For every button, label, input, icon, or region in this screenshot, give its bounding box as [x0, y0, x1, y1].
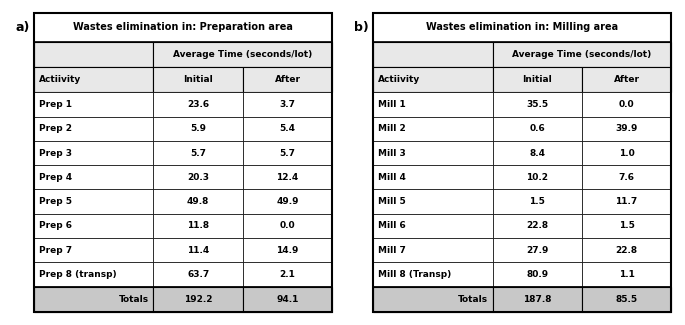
Text: 49.8: 49.8: [187, 197, 210, 206]
Text: Prep 2: Prep 2: [39, 124, 72, 133]
Text: 27.9: 27.9: [526, 246, 549, 255]
Text: Initial: Initial: [184, 75, 213, 84]
Text: Mill 2: Mill 2: [378, 124, 406, 133]
Text: 8.4: 8.4: [530, 149, 545, 158]
Text: 80.9: 80.9: [526, 270, 548, 279]
Text: 2.1: 2.1: [279, 270, 295, 279]
Text: 192.2: 192.2: [184, 295, 212, 304]
Text: Prep 4: Prep 4: [39, 173, 72, 182]
Text: Average Time (seconds/lot): Average Time (seconds/lot): [173, 50, 312, 59]
Text: Totals: Totals: [458, 295, 488, 304]
Text: 3.7: 3.7: [279, 100, 295, 109]
Text: 94.1: 94.1: [276, 295, 299, 304]
Text: 5.7: 5.7: [190, 149, 206, 158]
Text: 11.4: 11.4: [187, 246, 209, 255]
Text: b): b): [354, 21, 369, 34]
Text: 5.9: 5.9: [190, 124, 206, 133]
Text: 23.6: 23.6: [187, 100, 209, 109]
Text: Mill 3: Mill 3: [378, 149, 406, 158]
Text: 7.6: 7.6: [619, 173, 634, 182]
Text: After: After: [614, 75, 640, 84]
Text: 0.6: 0.6: [530, 124, 545, 133]
Text: Prep 3: Prep 3: [39, 149, 72, 158]
Text: Average Time (seconds/lot): Average Time (seconds/lot): [512, 50, 651, 59]
Text: Wastes elimination in: Preparation area: Wastes elimination in: Preparation area: [73, 22, 293, 32]
Text: 49.9: 49.9: [276, 197, 299, 206]
Text: Initial: Initial: [523, 75, 552, 84]
Text: 1.0: 1.0: [619, 149, 634, 158]
Text: 11.8: 11.8: [187, 221, 209, 230]
Text: 63.7: 63.7: [187, 270, 209, 279]
Text: 0.0: 0.0: [619, 100, 634, 109]
Text: Mill 6: Mill 6: [378, 221, 406, 230]
Text: 35.5: 35.5: [526, 100, 548, 109]
Text: Prep 8 (transp): Prep 8 (transp): [39, 270, 116, 279]
Text: Mill 8 (Transp): Mill 8 (Transp): [378, 270, 451, 279]
Text: After: After: [275, 75, 301, 84]
Text: a): a): [15, 21, 29, 34]
Text: Prep 7: Prep 7: [39, 246, 72, 255]
Text: 0.0: 0.0: [279, 221, 295, 230]
Text: 11.7: 11.7: [616, 197, 638, 206]
Text: Mill 7: Mill 7: [378, 246, 406, 255]
Text: Prep 1: Prep 1: [39, 100, 72, 109]
Text: 22.8: 22.8: [526, 221, 548, 230]
Text: Totals: Totals: [119, 295, 149, 304]
Text: 85.5: 85.5: [616, 295, 638, 304]
Text: 10.2: 10.2: [526, 173, 548, 182]
Text: Actiivity: Actiivity: [39, 75, 82, 84]
Text: 20.3: 20.3: [187, 173, 209, 182]
Text: 1.1: 1.1: [619, 270, 634, 279]
Text: 5.7: 5.7: [279, 149, 295, 158]
Text: 14.9: 14.9: [276, 246, 299, 255]
Text: Mill 4: Mill 4: [378, 173, 406, 182]
Text: 5.4: 5.4: [279, 124, 295, 133]
Text: 22.8: 22.8: [616, 246, 638, 255]
Text: Prep 6: Prep 6: [39, 221, 72, 230]
Text: Mill 1: Mill 1: [378, 100, 406, 109]
Text: 1.5: 1.5: [530, 197, 545, 206]
Text: Prep 5: Prep 5: [39, 197, 72, 206]
Text: 39.9: 39.9: [615, 124, 638, 133]
Text: Actiivity: Actiivity: [378, 75, 421, 84]
Text: Wastes elimination in: Milling area: Wastes elimination in: Milling area: [426, 22, 619, 32]
Text: 12.4: 12.4: [277, 173, 299, 182]
Text: Mill 5: Mill 5: [378, 197, 406, 206]
Text: 187.8: 187.8: [523, 295, 551, 304]
Text: 1.5: 1.5: [619, 221, 634, 230]
